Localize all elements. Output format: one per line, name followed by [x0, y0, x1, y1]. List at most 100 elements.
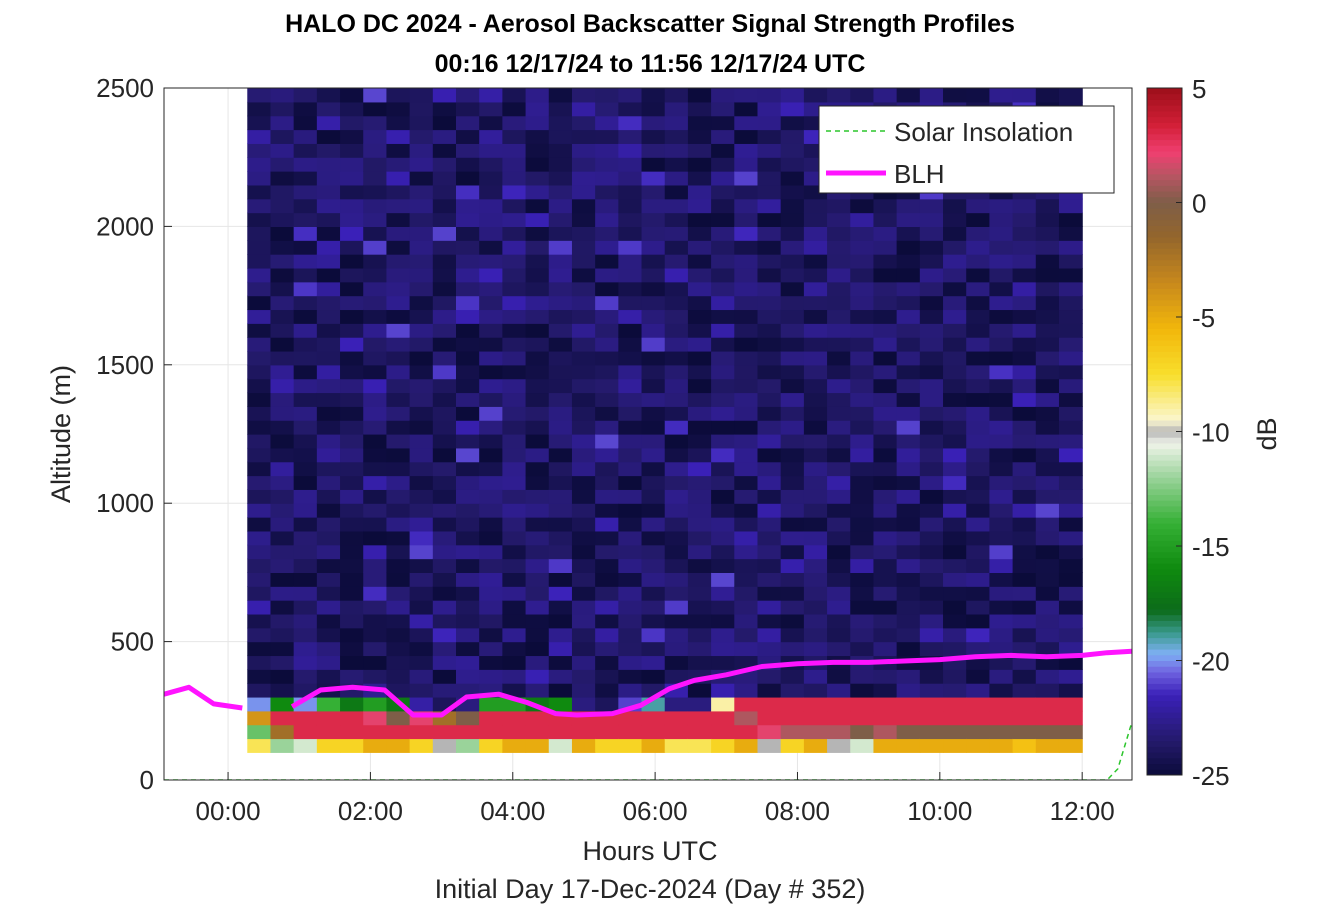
heatmap-cell — [850, 503, 875, 518]
heatmap-cell — [803, 364, 828, 380]
heatmap-cell — [641, 406, 666, 421]
heatmap-cell — [641, 724, 666, 740]
heatmap-cell — [966, 309, 991, 324]
heatmap-cell — [896, 378, 921, 394]
heatmap-cell — [293, 115, 318, 131]
heatmap-cell — [873, 613, 898, 629]
colorbar-segment — [1147, 626, 1182, 633]
heatmap-cell — [595, 683, 619, 698]
heatmap-cell — [293, 254, 318, 269]
heatmap-cell — [803, 240, 828, 255]
heatmap-cell — [432, 101, 457, 117]
heatmap-cell — [780, 461, 805, 477]
heatmap-cell — [595, 517, 619, 532]
heatmap-cell — [757, 447, 782, 463]
heatmap-cell — [664, 696, 689, 712]
heatmap-cell — [641, 88, 666, 103]
heatmap-cell — [873, 364, 898, 380]
heatmap-cell — [571, 434, 596, 449]
heatmap-cell — [1035, 281, 1060, 297]
heatmap-cell — [896, 254, 921, 269]
heatmap-cell — [711, 240, 735, 255]
heatmap-cell — [850, 517, 875, 532]
heatmap-cell — [780, 115, 805, 131]
heatmap-cell — [432, 420, 457, 435]
heatmap-cell — [432, 323, 457, 338]
heatmap-cell — [340, 101, 364, 117]
heatmap-cell — [595, 434, 619, 449]
heatmap-cell — [340, 295, 364, 311]
heatmap-cell — [757, 323, 782, 338]
heatmap-cell — [479, 198, 503, 214]
heatmap-cell — [711, 544, 735, 560]
heatmap-cell — [873, 267, 898, 283]
heatmap-cell — [456, 655, 480, 670]
heatmap-cell — [1035, 447, 1060, 463]
heatmap-cell — [664, 641, 689, 657]
heatmap-cell — [270, 157, 295, 172]
heatmap-cell — [316, 696, 341, 712]
heatmap-cell — [363, 198, 388, 214]
heatmap-cell — [1058, 378, 1083, 394]
heatmap-cell — [432, 655, 457, 670]
colorbar-tick-label: -15 — [1192, 532, 1230, 562]
heatmap-cell — [757, 143, 782, 158]
heatmap-cell — [340, 447, 364, 463]
heatmap-cell — [780, 586, 805, 601]
heatmap-cell — [896, 240, 921, 255]
heatmap-cell — [618, 489, 643, 504]
heatmap-cell — [340, 420, 364, 435]
heatmap-cell — [687, 350, 712, 366]
colorbar-segment — [1147, 568, 1182, 576]
heatmap-cell — [571, 171, 596, 186]
colorbar-segment — [1147, 734, 1182, 742]
heatmap-cell — [664, 475, 689, 490]
heatmap-cell — [780, 724, 805, 740]
heatmap-cell — [896, 558, 921, 573]
heatmap-cell — [548, 129, 573, 144]
heatmap-cell — [1035, 544, 1060, 560]
heatmap-cell — [363, 475, 388, 490]
heatmap-cell — [525, 364, 550, 380]
heatmap-cell — [1058, 489, 1083, 504]
heatmap-cell — [247, 669, 272, 684]
heatmap-cell — [548, 309, 573, 324]
heatmap-cell — [919, 267, 944, 283]
heatmap-cell — [827, 88, 851, 103]
heatmap-cell — [618, 683, 643, 698]
heatmap-cell — [757, 337, 782, 352]
colorbar-segment — [1147, 620, 1182, 627]
heatmap-cell — [711, 309, 735, 324]
heatmap-cell — [456, 420, 480, 435]
heatmap-cell — [641, 240, 666, 255]
heatmap-cell — [618, 212, 643, 227]
heatmap-cell — [896, 586, 921, 601]
heatmap-cell — [247, 530, 272, 546]
heatmap-cell — [687, 337, 712, 352]
heatmap-cell — [641, 378, 666, 394]
heatmap-cell — [456, 530, 480, 546]
heatmap-cell — [711, 558, 735, 573]
heatmap-cell — [641, 461, 666, 477]
heatmap-cell — [525, 724, 550, 740]
heatmap-cell — [595, 420, 619, 435]
heatmap-cell — [247, 323, 272, 338]
heatmap-cell — [479, 240, 503, 255]
heatmap-cell — [850, 558, 875, 573]
heatmap-cell — [548, 212, 573, 227]
heatmap-cell — [525, 655, 550, 670]
heatmap-cell — [757, 517, 782, 532]
heatmap-cell — [247, 226, 272, 241]
heatmap-cell — [293, 517, 318, 532]
heatmap-cell — [919, 627, 944, 643]
heatmap-cell — [270, 184, 295, 200]
heatmap-cell — [943, 489, 967, 504]
heatmap-cell — [386, 641, 411, 657]
heatmap-cell — [247, 198, 272, 214]
heatmap-cell — [873, 696, 898, 712]
heatmap-cell — [1012, 337, 1037, 352]
heatmap-cell — [618, 392, 643, 407]
heatmap-cell — [247, 447, 272, 463]
heatmap-cell — [896, 226, 921, 241]
heatmap-cell — [595, 586, 619, 601]
